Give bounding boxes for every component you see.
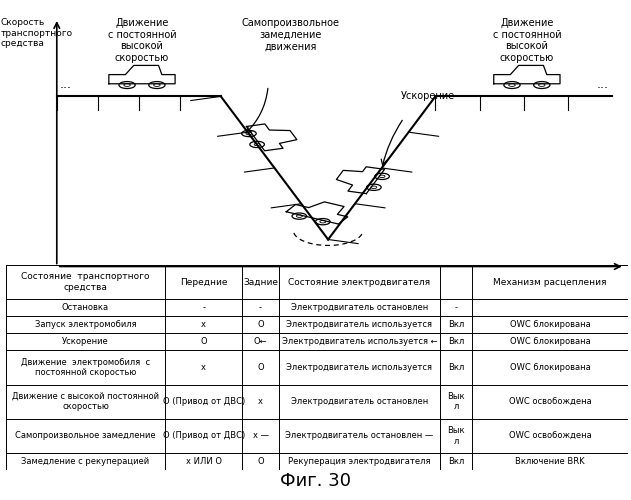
Text: OWC освобождена: OWC освобождена (509, 432, 591, 440)
Text: x ИЛИ O: x ИЛИ O (186, 457, 221, 466)
Text: O: O (257, 320, 264, 330)
Text: Самопроизвольное
замедление
движения: Самопроизвольное замедление движения (241, 18, 339, 52)
Text: Остановка: Остановка (62, 303, 109, 312)
Text: OWC блокирована: OWC блокирована (510, 320, 591, 330)
Text: O: O (200, 338, 207, 346)
Text: Движение
с постоянной
высокой
скоростью: Движение с постоянной высокой скоростью (493, 18, 561, 63)
Text: O (Привод от ДВС): O (Привод от ДВС) (163, 432, 245, 440)
Text: Электродвигатель остановлен: Электродвигатель остановлен (291, 303, 428, 312)
Text: ...: ... (60, 78, 72, 91)
Text: Замедление с рекуперацией: Замедление с рекуперацией (21, 457, 150, 466)
Text: Вык
л: Вык л (447, 426, 465, 446)
Text: OWC блокирована: OWC блокирована (510, 363, 591, 372)
Text: -: - (455, 303, 458, 312)
Text: -: - (202, 303, 205, 312)
Text: x —: x — (252, 432, 269, 440)
Text: Передние: Передние (180, 278, 227, 286)
Text: OWC блокирована: OWC блокирована (510, 338, 591, 346)
Text: Вкл: Вкл (448, 320, 464, 330)
Text: Вкл: Вкл (448, 363, 464, 372)
Text: Электродвигатель остановлен: Электродвигатель остановлен (291, 397, 428, 406)
Text: O←: O← (254, 338, 268, 346)
Text: Скорость
транспортного
средства: Скорость транспортного средства (1, 18, 73, 48)
Text: O (Привод от ДВС): O (Привод от ДВС) (163, 397, 245, 406)
Text: Ускорение: Ускорение (401, 91, 455, 101)
Text: Электродвигатель используется ←: Электродвигатель используется ← (281, 338, 437, 346)
Text: Вкл: Вкл (448, 457, 464, 466)
Text: Фиг. 30: Фиг. 30 (280, 472, 351, 490)
Text: Состояние  транспортного
средства: Состояние транспортного средства (21, 272, 150, 292)
Text: Электродвигатель используется: Электродвигатель используется (286, 363, 432, 372)
Text: Движение с высокой постоянной
скоростью: Движение с высокой постоянной скоростью (12, 392, 159, 411)
Text: Механизм расцепления: Механизм расцепления (493, 278, 607, 286)
Text: OWC освобождена: OWC освобождена (509, 397, 591, 406)
Text: Электродвигатель используется: Электродвигатель используется (286, 320, 432, 330)
Text: Рекуперация электродвигателя: Рекуперация электродвигателя (288, 457, 430, 466)
Text: O: O (257, 457, 264, 466)
Text: x: x (201, 320, 206, 330)
Text: x: x (201, 363, 206, 372)
Text: x: x (258, 397, 263, 406)
Text: O: O (257, 363, 264, 372)
Text: Вкл: Вкл (448, 338, 464, 346)
Text: Запуск электромобиля: Запуск электромобиля (35, 320, 136, 330)
Text: Самопроизвольное замедление: Самопроизвольное замедление (15, 432, 156, 440)
Text: Включение BRK: Включение BRK (516, 457, 585, 466)
Text: Вык
л: Вык л (447, 392, 465, 411)
Text: -: - (259, 303, 262, 312)
Text: Состояние электродвигателя: Состояние электродвигателя (288, 278, 430, 286)
Text: ...: ... (597, 78, 609, 91)
Text: Движение
с постоянной
высокой
скоростью: Движение с постоянной высокой скоростью (108, 18, 176, 63)
Text: Ускорение: Ускорение (62, 338, 109, 346)
Text: Задние: Задние (243, 278, 278, 286)
Text: Электродвигатель остановлен —: Электродвигатель остановлен — (285, 432, 433, 440)
Text: Движение  электромобиля  с
постоянной скоростью: Движение электромобиля с постоянной скор… (21, 358, 150, 377)
